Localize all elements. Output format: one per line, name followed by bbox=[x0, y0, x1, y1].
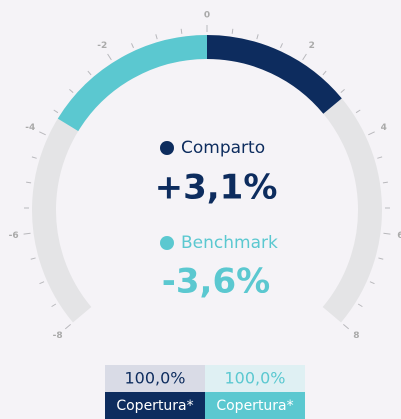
major-tick bbox=[107, 53, 112, 61]
tick-label: 0 bbox=[204, 11, 210, 21]
legend-dot bbox=[160, 236, 174, 250]
minor-tick bbox=[231, 28, 234, 34]
coverage-box-bottom bbox=[205, 392, 305, 419]
gauge-arc bbox=[57, 35, 208, 132]
coverage-value: 100,0% bbox=[224, 369, 285, 388]
legend-label: Comparto bbox=[181, 138, 265, 158]
major-tick bbox=[383, 232, 391, 235]
value-label: +3,1% bbox=[155, 168, 278, 208]
minor-tick bbox=[87, 70, 92, 76]
tick-label: -2 bbox=[97, 41, 107, 51]
minor-tick bbox=[280, 43, 283, 49]
coverage-label: Copertura* bbox=[116, 398, 193, 414]
minor-tick bbox=[39, 281, 45, 285]
major-tick bbox=[368, 131, 375, 136]
tick-label: 6 bbox=[397, 231, 401, 241]
minor-tick bbox=[53, 109, 59, 114]
coverage-value: 100,0% bbox=[124, 369, 185, 388]
minor-tick bbox=[51, 303, 57, 308]
coverage-box-bottom bbox=[105, 392, 205, 419]
legend-label: Benchmark bbox=[181, 233, 278, 253]
minor-tick bbox=[180, 28, 183, 34]
major-tick bbox=[23, 232, 31, 235]
minor-tick bbox=[31, 156, 37, 159]
major-tick bbox=[64, 324, 71, 330]
minor-tick bbox=[322, 70, 327, 76]
minor-tick bbox=[69, 88, 74, 94]
minor-tick bbox=[340, 88, 345, 94]
minor-tick bbox=[378, 257, 384, 260]
tick-label: 4 bbox=[381, 123, 387, 133]
coverage-label: Copertura* bbox=[216, 398, 293, 414]
coverage-box-top bbox=[205, 365, 305, 392]
minor-tick bbox=[357, 303, 363, 308]
minor-tick bbox=[155, 34, 158, 40]
major-tick bbox=[39, 131, 46, 136]
tick-label: 8 bbox=[353, 331, 359, 341]
minor-tick bbox=[256, 34, 259, 40]
tick-label: -4 bbox=[25, 123, 35, 133]
tick-label: -8 bbox=[53, 331, 63, 341]
coverage-box-top bbox=[105, 365, 205, 392]
minor-tick bbox=[26, 181, 32, 184]
major-tick bbox=[302, 53, 307, 61]
minor-tick bbox=[131, 43, 134, 49]
minor-tick bbox=[30, 257, 36, 260]
value-label: -3,6% bbox=[162, 262, 270, 302]
tick-label: -6 bbox=[9, 231, 19, 241]
minor-tick bbox=[382, 181, 388, 184]
tick-label: 2 bbox=[309, 41, 315, 51]
minor-tick bbox=[377, 156, 383, 159]
gauge-arc bbox=[206, 35, 342, 114]
minor-tick bbox=[355, 109, 361, 114]
minor-tick bbox=[369, 281, 375, 285]
major-tick bbox=[343, 324, 350, 330]
legend-dot bbox=[160, 141, 174, 155]
